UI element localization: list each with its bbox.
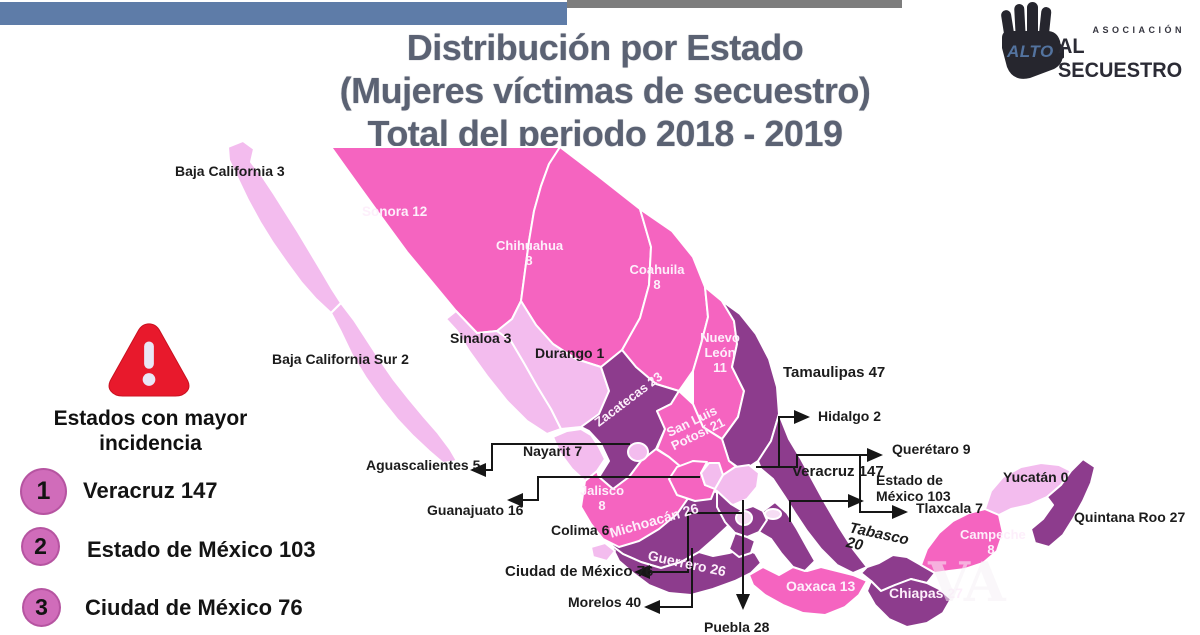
state-oaxaca xyxy=(748,566,868,616)
rank-2-label: Estado de México 103 xyxy=(87,537,316,562)
stop-hand-icon xyxy=(1001,2,1064,79)
rank-3-label: Ciudad de México 76 xyxy=(85,595,303,620)
label-baja-california-sur: Baja California Sur 2 xyxy=(272,351,409,367)
state-nayarit xyxy=(552,428,606,482)
label-baja-california: Baja California 3 xyxy=(175,163,285,179)
state-chiapas xyxy=(866,578,952,628)
label-nuevo-leon: Nuevo León 11 xyxy=(700,330,740,375)
label-chihuahua: Chihuahua 8 xyxy=(496,238,564,268)
state-guerrero xyxy=(610,544,762,596)
rank-3-badge: 3 xyxy=(22,588,61,627)
state-tlaxcala xyxy=(764,508,782,520)
legend-heading: Estados con mayor incidencia xyxy=(28,406,273,456)
label-queretaro: Querétaro 9 xyxy=(892,441,971,457)
title-line-1: Distribución por Estado xyxy=(406,27,804,68)
label-sonora: Sonora 12 xyxy=(362,204,428,219)
label-quintana-roo: Quintana Roo 27 xyxy=(1074,509,1186,525)
label-morelos: Morelos 40 xyxy=(568,594,642,610)
label-puebla: Puebla 28 xyxy=(704,619,770,635)
leader-hidalgo xyxy=(778,410,810,467)
label-tamaulipas: Tamaulipas 47 xyxy=(783,364,886,381)
label-jalisco: Jalisco 8 xyxy=(579,483,625,513)
state-quintana-roo xyxy=(1030,458,1096,548)
leader-estado-de-mexico xyxy=(789,494,864,522)
label-campeche: Campeche 8 xyxy=(960,527,1026,557)
leader-nayarit-aguascalientes xyxy=(470,443,630,477)
watermark-text: VA xyxy=(928,550,1006,614)
rank-1-label: Veracruz 147 xyxy=(83,478,218,503)
top-blue-bar xyxy=(0,2,567,25)
label-oaxaca: Oaxaca 13 xyxy=(786,578,856,594)
label-sinaloa: Sinaloa 3 xyxy=(450,330,512,346)
label-coahuila: Coahuila 8 xyxy=(629,262,685,292)
label-hidalgo: Hidalgo 2 xyxy=(818,408,882,424)
leader-morelos xyxy=(644,548,693,614)
logo-al-secuestro-text: AL SECUESTRO xyxy=(1058,35,1183,82)
label-aguascalientes: Aguascalientes 5 xyxy=(366,457,481,473)
label-colima: Colima 6 xyxy=(551,522,610,538)
title-line-2: (Mujeres víctimas de secuestro) xyxy=(339,70,871,111)
state-baja-california-sur xyxy=(330,302,458,464)
logo-asociacion-text: ASOCIACIÓN xyxy=(1092,25,1185,35)
leader-queretaro xyxy=(756,448,883,468)
rank-1-badge: 1 xyxy=(20,468,67,515)
state-colima xyxy=(590,542,616,562)
legend-heading-line-2: incidencia xyxy=(99,432,202,455)
state-durango xyxy=(496,300,610,430)
label-veracruz: Veracruz 147 xyxy=(792,463,884,480)
label-yucatan: Yucatán 0 xyxy=(1003,469,1069,485)
leader-ciudad-de-mexico xyxy=(634,512,742,579)
warning-icon xyxy=(108,323,190,397)
state-baja-california xyxy=(227,140,342,314)
label-guanajuato: Guanajuato 16 xyxy=(427,502,524,518)
leader-tlaxcala xyxy=(859,455,908,519)
alto-al-secuestro-logo: ALTO ASOCIACIÓN AL SECUESTRO xyxy=(985,0,1200,90)
top-gray-bar xyxy=(567,0,902,8)
page-title: Distribución por Estado (Mujeres víctima… xyxy=(255,26,955,155)
legend-heading-line-1: Estados con mayor xyxy=(53,407,248,430)
label-durango: Durango 1 xyxy=(535,345,605,361)
leader-guanajuato xyxy=(507,476,700,507)
label-ciudad-de-mexico: Ciudad de México 76 xyxy=(505,563,654,580)
state-aguascalientes xyxy=(627,442,649,462)
label-chiapas: Chiapas 27 xyxy=(889,585,963,601)
label-estado-de-mexico: Estado de México 103 xyxy=(876,472,951,504)
label-nayarit: Nayarit 7 xyxy=(523,443,583,459)
rank-2-badge: 2 xyxy=(21,527,60,566)
label-tlaxcala: Tlaxcala 7 xyxy=(916,500,983,516)
logo-alto-text: ALTO xyxy=(1007,42,1054,61)
